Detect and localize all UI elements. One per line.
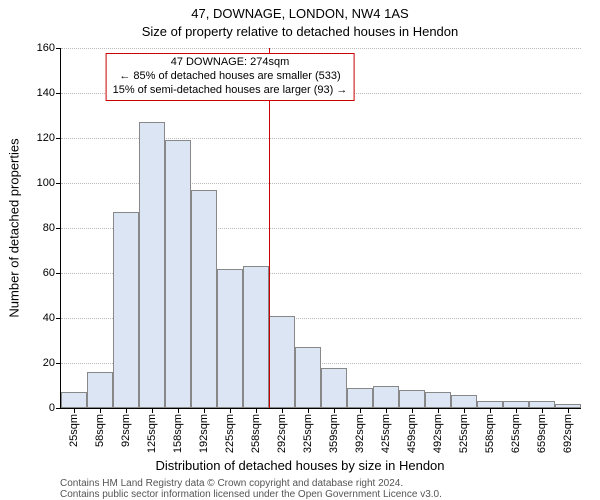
histogram-bar bbox=[529, 401, 555, 408]
annotation-line: ← 85% of detached houses are smaller (53… bbox=[113, 70, 348, 84]
xtick-label: 58sqm bbox=[94, 414, 106, 447]
ytick-mark bbox=[56, 138, 61, 139]
ytick-mark bbox=[56, 48, 61, 49]
xtick-label: 392sqm bbox=[354, 414, 366, 453]
xtick-mark bbox=[256, 408, 257, 413]
xtick-label: 525sqm bbox=[458, 414, 470, 453]
xtick-label: 492sqm bbox=[432, 414, 444, 453]
xtick-label: 25sqm bbox=[68, 414, 80, 447]
xtick-mark bbox=[126, 408, 127, 413]
histogram-bar bbox=[451, 395, 477, 409]
histogram-bar bbox=[87, 372, 113, 408]
xtick-label: 225sqm bbox=[224, 414, 236, 453]
footer-line1: Contains HM Land Registry data © Crown c… bbox=[60, 478, 442, 489]
histogram-bar bbox=[139, 122, 165, 408]
xtick-mark bbox=[230, 408, 231, 413]
histogram-bar bbox=[269, 316, 295, 408]
xtick-mark bbox=[568, 408, 569, 413]
histogram-bar bbox=[425, 392, 451, 408]
xtick-label: 325sqm bbox=[302, 414, 314, 453]
plot-area: 02040608010012014016025sqm58sqm92sqm125s… bbox=[60, 48, 581, 409]
xtick-mark bbox=[360, 408, 361, 413]
xtick-mark bbox=[516, 408, 517, 413]
histogram-bar bbox=[477, 401, 503, 408]
annotation-line: 47 DOWNAGE: 274sqm bbox=[113, 56, 348, 70]
xtick-mark bbox=[386, 408, 387, 413]
xtick-mark bbox=[464, 408, 465, 413]
histogram-bar bbox=[243, 266, 269, 408]
xtick-mark bbox=[412, 408, 413, 413]
xtick-mark bbox=[100, 408, 101, 413]
xtick-mark bbox=[74, 408, 75, 413]
histogram-bar bbox=[113, 212, 139, 408]
xtick-label: 659sqm bbox=[536, 414, 548, 453]
chart-container: 47, DOWNAGE, LONDON, NW4 1AS Size of pro… bbox=[0, 0, 600, 500]
histogram-bar bbox=[347, 388, 373, 408]
annotation-box: 47 DOWNAGE: 274sqm← 85% of detached hous… bbox=[106, 53, 355, 100]
ytick-label: 0 bbox=[49, 402, 55, 414]
ytick-label: 140 bbox=[37, 87, 55, 99]
ytick-label: 80 bbox=[43, 222, 55, 234]
xtick-label: 125sqm bbox=[146, 414, 158, 453]
histogram-bar bbox=[295, 347, 321, 408]
histogram-bar bbox=[61, 392, 87, 408]
xtick-mark bbox=[542, 408, 543, 413]
xtick-label: 425sqm bbox=[380, 414, 392, 453]
xtick-label: 459sqm bbox=[406, 414, 418, 453]
ytick-mark bbox=[56, 408, 61, 409]
xtick-label: 292sqm bbox=[276, 414, 288, 453]
xtick-label: 158sqm bbox=[172, 414, 184, 453]
ytick-label: 120 bbox=[37, 132, 55, 144]
ytick-label: 100 bbox=[37, 177, 55, 189]
histogram-bar bbox=[373, 386, 399, 409]
ytick-mark bbox=[56, 273, 61, 274]
footer-line2: Contains public sector information licen… bbox=[60, 489, 442, 500]
chart-title-line2: Size of property relative to detached ho… bbox=[0, 24, 600, 39]
ytick-label: 40 bbox=[43, 312, 55, 324]
ytick-mark bbox=[56, 318, 61, 319]
footer-attribution: Contains HM Land Registry data © Crown c… bbox=[60, 478, 442, 500]
histogram-bar bbox=[503, 401, 529, 408]
xtick-mark bbox=[334, 408, 335, 413]
gridline bbox=[61, 48, 581, 49]
xtick-label: 192sqm bbox=[198, 414, 210, 453]
ytick-mark bbox=[56, 363, 61, 364]
xtick-label: 625sqm bbox=[510, 414, 522, 453]
histogram-bar bbox=[191, 190, 217, 408]
xtick-label: 258sqm bbox=[250, 414, 262, 453]
y-axis-label: Number of detached properties bbox=[7, 138, 22, 317]
ytick-label: 60 bbox=[43, 267, 55, 279]
xtick-label: 92sqm bbox=[120, 414, 132, 447]
xtick-mark bbox=[152, 408, 153, 413]
histogram-bar bbox=[321, 368, 347, 409]
xtick-label: 692sqm bbox=[562, 414, 574, 453]
chart-title-line1: 47, DOWNAGE, LONDON, NW4 1AS bbox=[0, 6, 600, 21]
ytick-label: 160 bbox=[37, 42, 55, 54]
xtick-label: 558sqm bbox=[484, 414, 496, 453]
xtick-label: 359sqm bbox=[328, 414, 340, 453]
histogram-bar bbox=[399, 390, 425, 408]
ytick-mark bbox=[56, 93, 61, 94]
xtick-mark bbox=[490, 408, 491, 413]
xtick-mark bbox=[282, 408, 283, 413]
histogram-bar bbox=[165, 140, 191, 408]
ytick-mark bbox=[56, 183, 61, 184]
ytick-label: 20 bbox=[43, 357, 55, 369]
histogram-bar bbox=[217, 269, 243, 409]
xtick-mark bbox=[308, 408, 309, 413]
reference-line bbox=[269, 48, 270, 408]
annotation-line: 15% of semi-detached houses are larger (… bbox=[113, 84, 348, 98]
xtick-mark bbox=[438, 408, 439, 413]
xtick-mark bbox=[204, 408, 205, 413]
x-axis-label: Distribution of detached houses by size … bbox=[0, 458, 600, 473]
xtick-mark bbox=[178, 408, 179, 413]
ytick-mark bbox=[56, 228, 61, 229]
